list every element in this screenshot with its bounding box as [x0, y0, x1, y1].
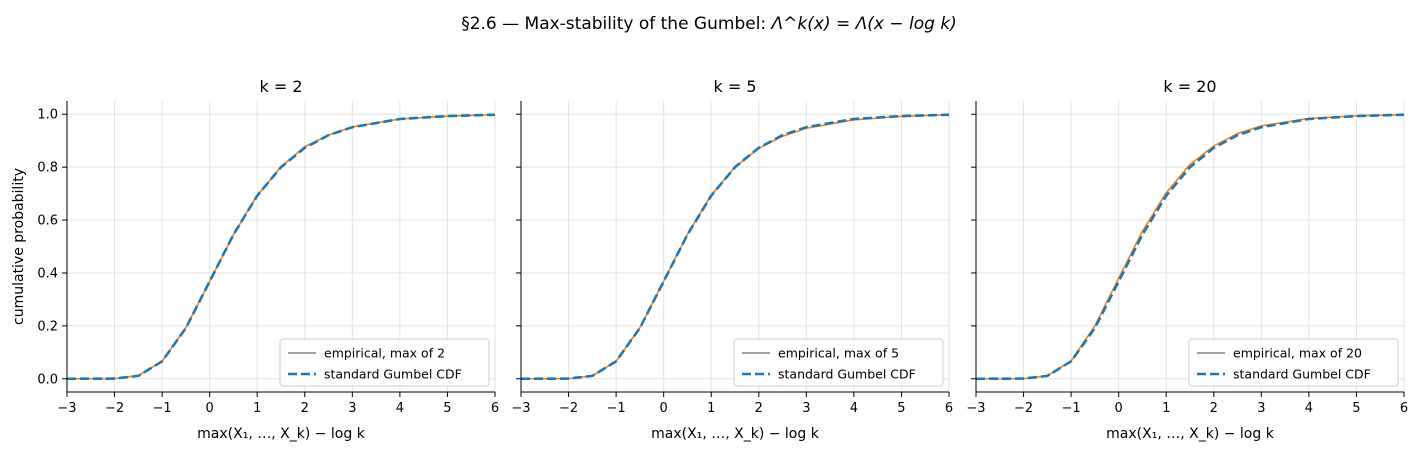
- legend-label-2: standard Gumbel CDF: [778, 367, 916, 382]
- legend-label-1: empirical, max of 5: [778, 346, 899, 361]
- series-line-2: [520, 113, 950, 381]
- panel-3: −3 −2 −1 0 1 2 3 4 5 6 k = 20 max(X₁, …, X_k) − log…: [966, 77, 1408, 442]
- x-tick-label: 6: [945, 401, 953, 416]
- legend-label-1: empirical, max of 20: [1233, 346, 1362, 361]
- x-tick-label: −2: [105, 401, 124, 416]
- legend: empirical, max of 20 standard Gumbel CDF: [1188, 338, 1399, 387]
- x-tick-label: 2: [755, 401, 763, 416]
- x-tick-label: 5: [897, 401, 905, 416]
- suptitle-math: Λ^k(x) = Λ(x − log k): [770, 14, 957, 34]
- panel-title: k = 20: [1163, 77, 1216, 96]
- figure-suptitle: §2.6 — Max-stability of the Gumbel: Λ^k(…: [461, 14, 957, 34]
- x-tick-label: 1: [707, 401, 715, 416]
- legend-label-2: standard Gumbel CDF: [324, 367, 462, 382]
- y-tick-label: 0.2: [37, 319, 58, 334]
- x-tick-label: 4: [396, 401, 404, 416]
- x-tick-label: 2: [1210, 401, 1218, 416]
- x-axis-label: max(X₁, …, X_k) − log k: [1106, 426, 1275, 442]
- legend-label-2: standard Gumbel CDF: [1233, 367, 1371, 382]
- x-tick-label: 5: [1352, 401, 1360, 416]
- x-tick-label: −1: [607, 401, 626, 416]
- x-tick-label: 0: [1115, 401, 1123, 416]
- x-tick-label: −3: [511, 401, 530, 416]
- x-tick-label: 0: [660, 401, 668, 416]
- panel-title: k = 2: [259, 77, 302, 96]
- panel-2: −3 −2 −1 0 1 2 3 4 5 6 k = 5 max(X₁, …, X_k) − log …: [511, 77, 953, 442]
- series-line-2: [975, 113, 1405, 381]
- x-tick-label: −2: [559, 401, 578, 416]
- y-tick-label: 1.0: [37, 108, 58, 123]
- y-tick-label: 0.0: [37, 372, 58, 387]
- x-tick-label: 4: [850, 401, 858, 416]
- x-tick-label: −3: [966, 401, 985, 416]
- x-axis-label: max(X₁, …, X_k) − log k: [651, 426, 820, 442]
- x-tick-label: 6: [491, 401, 499, 416]
- panel-title: k = 5: [713, 77, 756, 96]
- x-tick-label: 5: [443, 401, 451, 416]
- series-line-2: [66, 113, 496, 381]
- legend-label-1: empirical, max of 2: [324, 346, 445, 361]
- x-tick-label: 4: [1305, 401, 1313, 416]
- x-tick-label: −1: [1062, 401, 1081, 416]
- x-tick-label: 6: [1400, 401, 1408, 416]
- x-tick-label: 2: [301, 401, 309, 416]
- x-tick-label: 0: [206, 401, 214, 416]
- x-tick-label: −1: [153, 401, 172, 416]
- legend-frame: [733, 338, 944, 387]
- panels: −3 −2 −1 0 1 2 3 4 5 6 0.0 0.2 0.4 0.6 0.8 1.0 k = 2 max(…: [11, 77, 1408, 442]
- legend-frame: [1188, 338, 1399, 387]
- y-tick-label: 0.8: [37, 161, 58, 176]
- legend: empirical, max of 2 standard Gumbel CDF: [279, 338, 490, 387]
- y-tick-label: 0.4: [37, 266, 58, 281]
- y-tick-label: 0.6: [37, 214, 58, 229]
- y-axis-label: cumulative probability: [11, 168, 27, 325]
- x-tick-label: 3: [348, 401, 356, 416]
- legend: empirical, max of 5 standard Gumbel CDF: [733, 338, 944, 387]
- x-axis-label: max(X₁, …, X_k) − log k: [197, 426, 366, 442]
- x-tick-label: 3: [1257, 401, 1265, 416]
- x-tick-label: 1: [1162, 401, 1170, 416]
- x-tick-label: 1: [253, 401, 261, 416]
- legend-frame: [279, 338, 490, 387]
- panel-1: −3 −2 −1 0 1 2 3 4 5 6 0.0 0.2 0.4 0.6 0.8 1.0 k = 2 max(…: [11, 77, 499, 442]
- suptitle-prefix: §2.6 — Max-stability of the Gumbel:: [461, 14, 771, 34]
- x-tick-label: −3: [57, 401, 76, 416]
- x-tick-label: −2: [1014, 401, 1033, 416]
- x-tick-label: 3: [802, 401, 810, 416]
